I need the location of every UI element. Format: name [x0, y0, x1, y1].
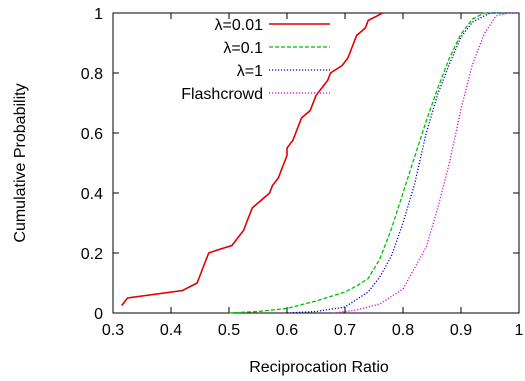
axis-ticks: 0.3 0.4 0.5 0.6 0.7 0.8 0.9 1 0 0.2 0.4 0.6 0.8 1 [81, 6, 524, 339]
x-tick-label: 0.8 [392, 322, 414, 339]
plot-area [112, 12, 520, 314]
series-line-0 [121, 12, 384, 306]
y-tick-label: 0.6 [81, 126, 103, 143]
y-axis-label: Cumulative Probability [12, 83, 29, 242]
legend-label-3: Flashcrowd [181, 86, 263, 103]
y-tick-label: 0.4 [81, 186, 103, 203]
y-tick-label: 0.8 [81, 66, 103, 83]
x-tick-label: 0.4 [160, 322, 182, 339]
x-tick-label: 1 [515, 322, 524, 339]
x-axis-label: Reciprocation Ratio [249, 359, 389, 376]
x-tick-label: 0.6 [276, 322, 298, 339]
series-line-2 [286, 12, 519, 314]
legend-label-1: λ=0.1 [223, 40, 263, 57]
x-tick-label: 0.5 [218, 322, 240, 339]
legend-label-2: λ=1 [237, 63, 263, 80]
plot-frame [112, 12, 520, 314]
legend: λ=0.01 λ=0.1 λ=1 Flashcrowd [181, 17, 330, 103]
y-tick-label: 1 [94, 6, 103, 23]
y-tick-label: 0 [94, 306, 103, 323]
series-line-3 [333, 12, 519, 314]
series-line-1 [228, 12, 519, 314]
x-tick-label: 0.9 [450, 322, 472, 339]
legend-label-0: λ=0.01 [215, 17, 264, 34]
series-layer [121, 12, 519, 314]
y-tick-label: 0.2 [81, 246, 103, 263]
x-tick-label: 0.7 [334, 322, 356, 339]
x-tick-label: 0.3 [102, 322, 124, 339]
